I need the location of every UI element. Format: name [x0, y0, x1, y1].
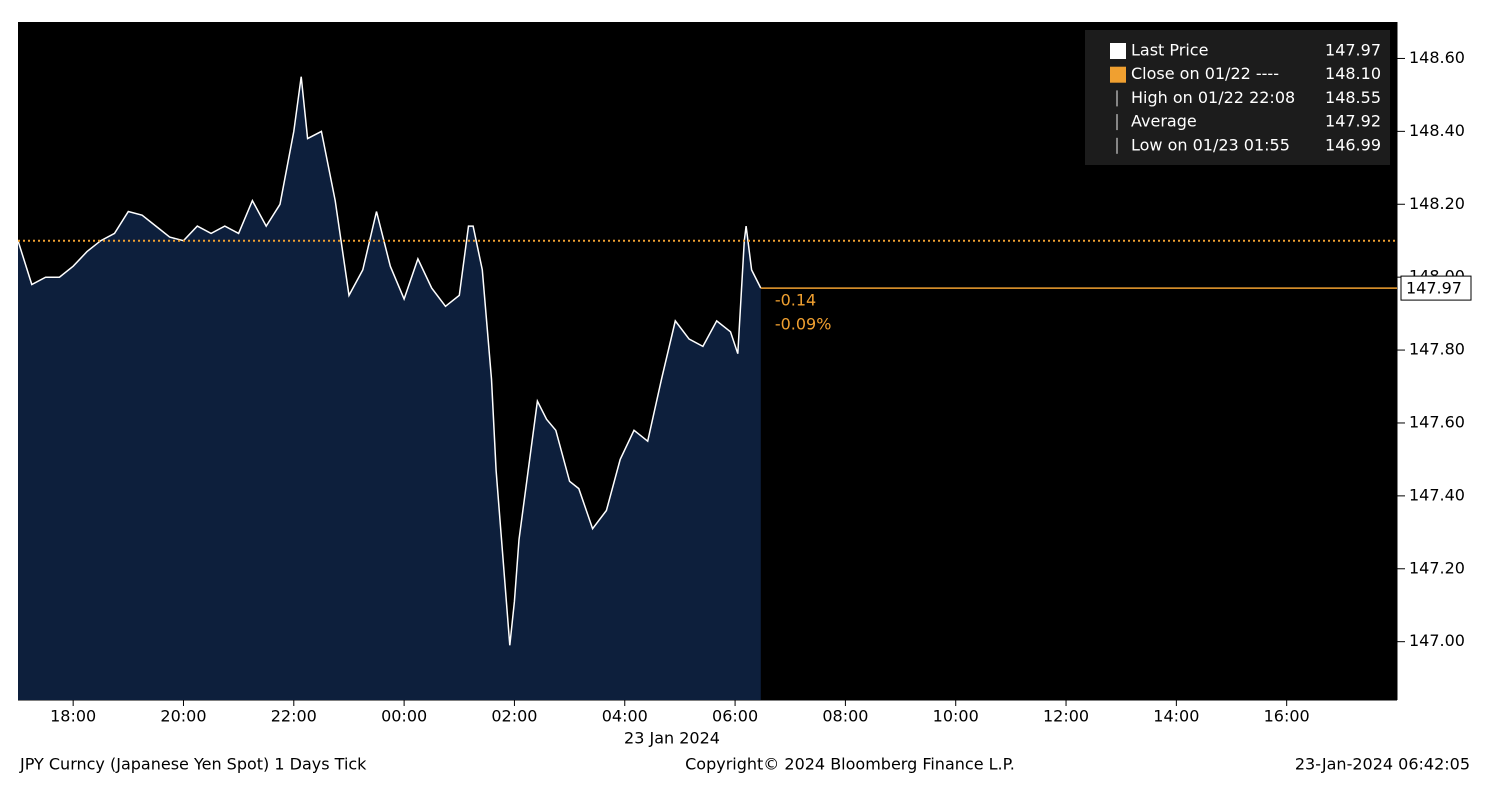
legend-value: 146.99: [1325, 135, 1381, 154]
y-tick-label: 148.40: [1409, 121, 1465, 140]
x-tick-label: 12:00: [1043, 707, 1089, 726]
x-date-label: 23 Jan 2024: [624, 729, 720, 748]
x-tick-label: 22:00: [271, 707, 317, 726]
footer-left: JPY Curncy (Japanese Yen Spot) 1 Days Ti…: [19, 755, 367, 774]
x-tick-label: 10:00: [933, 707, 979, 726]
change-annotation: -0.14: [775, 291, 816, 310]
legend-box: [1085, 30, 1390, 165]
footer-right: 23-Jan-2024 06:42:05: [1295, 755, 1470, 774]
legend-label: Average: [1131, 112, 1197, 131]
y-tick-label: 147.40: [1409, 485, 1465, 504]
legend-label: Last Price: [1131, 41, 1208, 60]
x-tick-label: 20:00: [160, 707, 206, 726]
legend-value: 147.97: [1325, 41, 1381, 60]
legend-value: 147.92: [1325, 112, 1381, 131]
legend-label: Low on 01/23 01:55: [1131, 135, 1290, 154]
x-tick-label: 00:00: [381, 707, 427, 726]
footer-bar: [0, 752, 1488, 778]
y-tick-label: 147.00: [1409, 631, 1465, 650]
y-tick-label: 147.20: [1409, 558, 1465, 577]
x-tick-label: 04:00: [602, 707, 648, 726]
legend-swatch: [1110, 66, 1126, 83]
footer-center: Copyright© 2024 Bloomberg Finance L.P.: [685, 755, 1015, 774]
x-tick-label: 14:00: [1153, 707, 1199, 726]
last-price-box: [1400, 275, 1472, 301]
y-tick-label: 147.60: [1409, 412, 1465, 431]
x-tick-label: 18:00: [50, 707, 96, 726]
last-price-label: 147.97: [1406, 279, 1462, 298]
legend-value: 148.10: [1325, 64, 1381, 83]
x-tick-label: 02:00: [491, 707, 537, 726]
price-line: [17, 76, 762, 646]
y-tick-label: 147.80: [1409, 340, 1465, 359]
legend-label: High on 01/22 22:08: [1131, 88, 1295, 107]
legend-swatch: [1110, 43, 1126, 59]
y-tick-label: 148.60: [1409, 48, 1465, 67]
legend-label: Close on 01/22 ----: [1131, 64, 1279, 83]
y-tick-label: 148.20: [1409, 194, 1465, 213]
price-area: [18, 76, 761, 700]
x-tick-label: 06:00: [712, 707, 758, 726]
x-tick-label: 08:00: [822, 707, 868, 726]
legend-value: 148.55: [1325, 88, 1381, 107]
change-annotation: -0.09%: [775, 315, 832, 334]
x-tick-label: 16:00: [1264, 707, 1310, 726]
